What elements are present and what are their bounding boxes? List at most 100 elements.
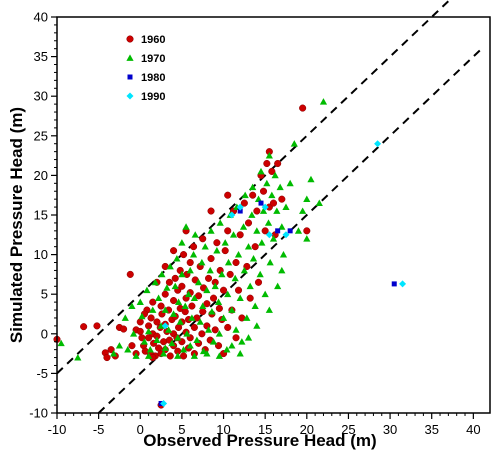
data-point-1970 [299, 207, 307, 214]
data-point-1970 [307, 175, 315, 183]
data-point-1970 [238, 338, 246, 345]
data-point-1970 [110, 350, 118, 357]
data-point-1960 [211, 326, 219, 334]
data-point-1960 [303, 227, 311, 235]
data-point-1960 [259, 187, 268, 195]
data-point-1980 [287, 228, 293, 234]
data-point-1960 [128, 342, 136, 350]
data-point-1970 [178, 239, 186, 246]
y-tick-label: 0 [41, 326, 48, 341]
data-point-1960 [261, 227, 269, 235]
data-point-1970 [182, 223, 190, 230]
data-point-1970 [132, 352, 140, 359]
data-point-1970 [163, 284, 171, 291]
data-point-1970 [290, 140, 298, 147]
data-point-1960 [170, 296, 178, 305]
data-point-1970 [194, 278, 203, 286]
data-point-1970 [249, 183, 257, 191]
data-point-1960 [153, 318, 161, 326]
data-point-1960 [221, 247, 229, 255]
data-point-1970 [236, 350, 244, 357]
y-tick-label: 40 [34, 10, 48, 25]
data-point-1960 [126, 270, 134, 278]
plot-frame [56, 16, 491, 414]
data-point-1970 [157, 322, 165, 329]
series-1980 [158, 200, 397, 406]
data-point-1960 [205, 274, 213, 282]
data-point-1960 [80, 323, 88, 331]
data-point-1960 [195, 292, 203, 300]
data-point-1960 [243, 262, 251, 271]
data-point-1970 [282, 203, 290, 210]
data-point-1970 [215, 352, 223, 359]
data-point-1970 [223, 346, 231, 353]
data-point-1970 [174, 298, 183, 305]
plot-area: -10 -5 0 5 10 15 20 25 30 35 40 -10 -5 0 5 10 15 20 25 30 3… [29, 0, 491, 437]
data-point-1970 [178, 270, 186, 278]
data-point-1970 [201, 243, 209, 250]
data-point-1970 [208, 308, 216, 315]
data-point-1960 [149, 298, 157, 306]
data-point-1970 [168, 339, 176, 347]
x-tick-label: -10 [48, 422, 67, 437]
x-tick-label: 10 [216, 422, 230, 437]
data-point-1970 [228, 306, 236, 313]
data-point-1960 [207, 207, 215, 215]
data-point-1970 [268, 191, 276, 199]
y-tick-label: -5 [36, 366, 48, 381]
data-point-1970 [240, 266, 248, 274]
data-point-1970 [258, 239, 266, 246]
x-tick-label: 0 [137, 422, 144, 437]
data-point-1960 [203, 300, 211, 308]
data-point-1970 [243, 314, 251, 321]
data-point-1970 [213, 247, 221, 254]
data-point-1970 [279, 251, 288, 258]
data-point-1970 [248, 211, 256, 218]
data-point-1990 [261, 203, 269, 211]
data-point-1970 [190, 352, 198, 359]
legend-label-1970: 1970 [141, 53, 165, 65]
data-point-1970 [294, 227, 303, 234]
data-point-1980 [391, 281, 397, 287]
data-point-1970 [224, 290, 232, 298]
data-point-1960 [236, 231, 244, 239]
data-point-1970 [251, 302, 259, 309]
data-point-1970 [263, 179, 271, 187]
data-point-1970 [259, 207, 268, 214]
data-point-1970 [128, 302, 136, 309]
data-point-1960 [254, 278, 263, 286]
series-1990 [160, 140, 407, 407]
data-point-1970 [174, 334, 182, 341]
data-point-1970 [206, 266, 214, 274]
series-1970 [57, 98, 328, 361]
data-point-1970 [159, 350, 168, 357]
data-point-1970 [303, 195, 311, 203]
data-point-1970 [214, 298, 223, 305]
data-point-1960 [249, 191, 257, 199]
data-point-1960 [215, 304, 223, 313]
data-point-1970 [143, 286, 151, 294]
data-point-1960 [160, 338, 168, 346]
data-point-1970 [144, 352, 153, 359]
legend-marker-1980 [127, 74, 133, 80]
data-point-1970 [199, 302, 207, 309]
data-point-1970 [203, 350, 211, 357]
legend-label-1960: 1960 [141, 34, 165, 46]
legend-item-1980: 1980 [127, 72, 165, 84]
data-point-1960 [186, 258, 194, 267]
data-point-1970 [144, 327, 153, 335]
data-point-1960 [199, 308, 207, 316]
legend-label-1980: 1980 [141, 72, 165, 84]
data-point-1970 [319, 98, 328, 105]
data-point-1960 [214, 342, 223, 350]
data-point-1970 [136, 298, 144, 305]
data-point-1990 [265, 231, 273, 239]
data-point-1970 [115, 342, 124, 349]
data-point-1970 [140, 338, 149, 345]
data-point-1960 [190, 323, 198, 332]
data-point-1990 [228, 211, 236, 219]
data-point-1970 [121, 314, 129, 321]
data-point-1960 [213, 239, 221, 247]
x-tick-label: 35 [424, 422, 438, 437]
data-point-1970 [236, 294, 244, 302]
